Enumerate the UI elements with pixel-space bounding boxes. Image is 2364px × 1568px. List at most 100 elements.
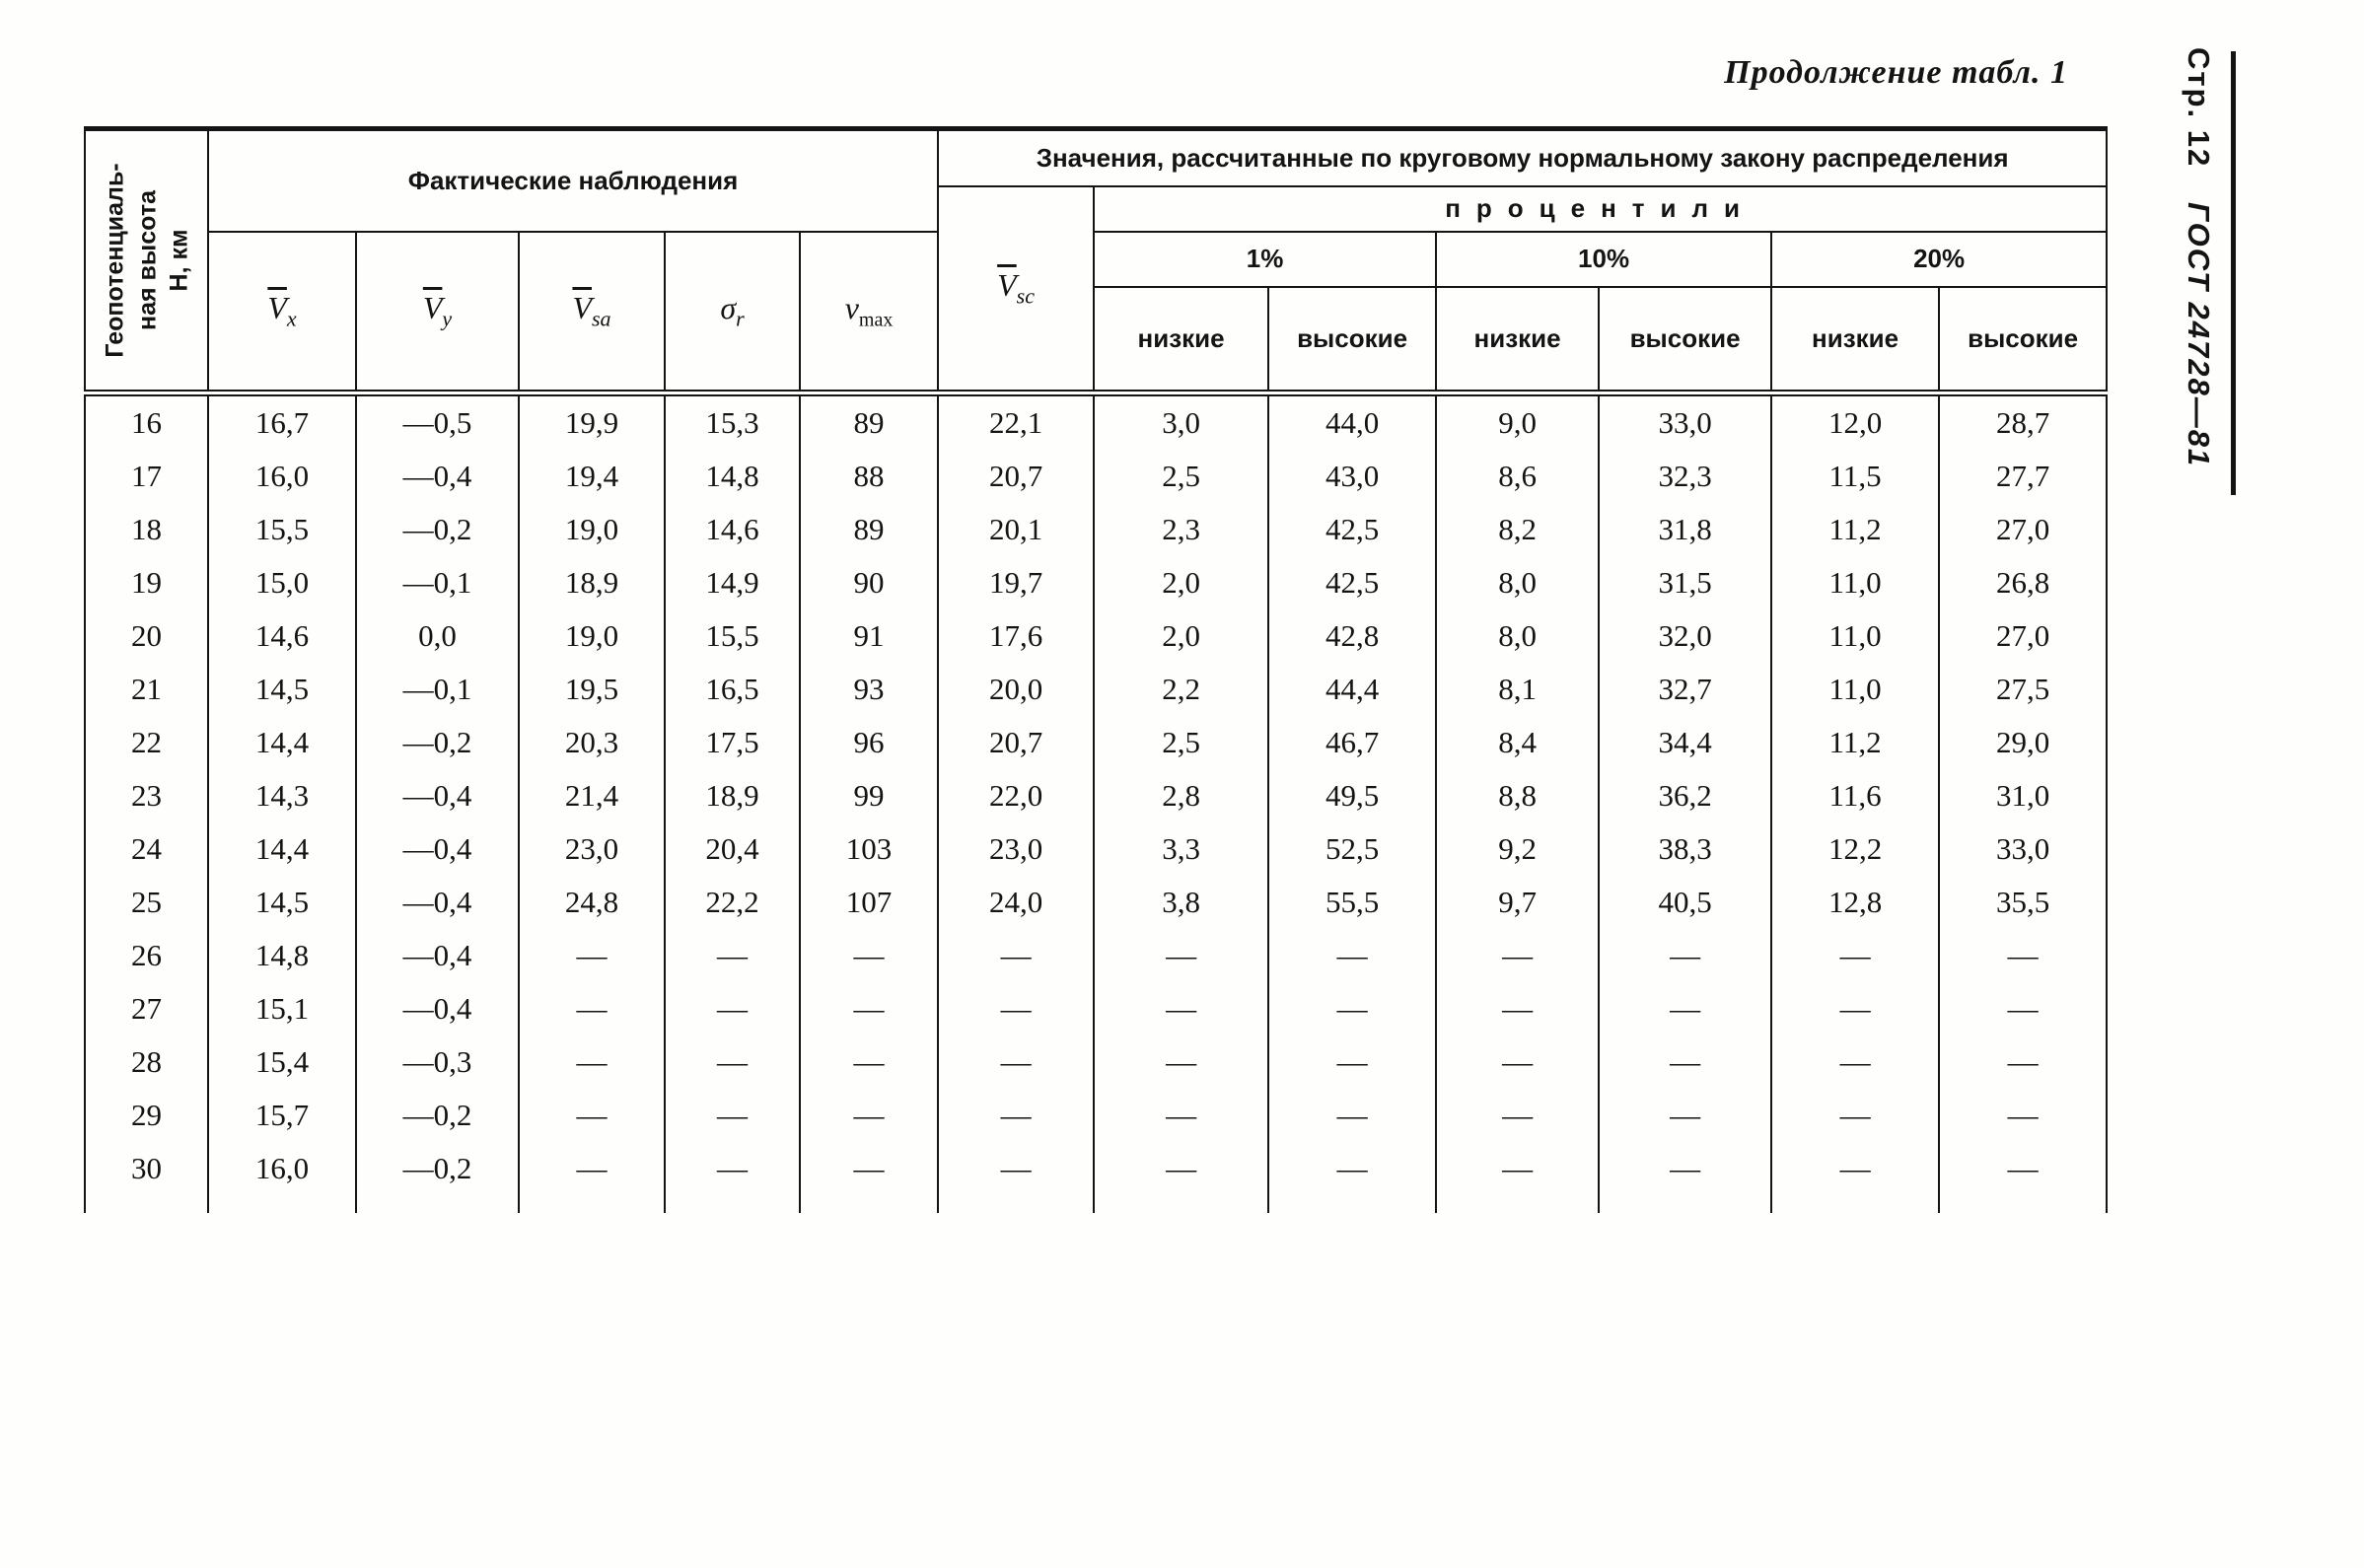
cell: 2,0	[1093, 609, 1270, 663]
cell: —	[798, 982, 940, 1035]
cell: 22,0	[937, 769, 1096, 822]
cell: 33,0	[1598, 392, 1773, 450]
cell: 90	[798, 556, 940, 609]
cell: 9,7	[1435, 876, 1601, 929]
stub-cell	[1093, 1195, 1270, 1213]
cell: 11,0	[1770, 663, 1941, 716]
cell: 14,9	[664, 556, 801, 609]
cell: 27,5	[1938, 663, 2109, 716]
cell: —	[1770, 1142, 1941, 1195]
cell: 88	[798, 450, 940, 503]
column-header-10pct-high: высокие	[1598, 285, 1773, 394]
stub-cell	[84, 1195, 209, 1213]
cell: 34,4	[1598, 716, 1773, 769]
table-bottom-stub	[84, 1195, 2109, 1213]
cell: —	[937, 982, 1096, 1035]
cell: 17,5	[664, 716, 801, 769]
column-group-percentile-10: 10%	[1435, 230, 1773, 288]
cell: 36,2	[1598, 769, 1773, 822]
cell: 15,7	[207, 1089, 357, 1142]
cell: 16,0	[207, 450, 357, 503]
cell: —	[1435, 1089, 1601, 1142]
cell: 24,0	[937, 876, 1096, 929]
cell: 93	[798, 663, 940, 716]
cell: 0,0	[355, 609, 520, 663]
cell: 38,3	[1598, 822, 1773, 876]
cell: 20,0	[937, 663, 1096, 716]
side-gost-number: ГОСТ 24728—81	[2182, 201, 2216, 468]
table-row: 30 16,0 —0,2— — — — — — — — — —	[84, 1142, 2109, 1195]
cell: 20,7	[937, 450, 1096, 503]
cell: 12,8	[1770, 876, 1941, 929]
cell: 32,7	[1598, 663, 1773, 716]
cell: 15,0	[207, 556, 357, 609]
cell: —0,4	[355, 876, 520, 929]
cell: 19,0	[518, 503, 666, 556]
cell: —	[1598, 1089, 1773, 1142]
cell: 8,0	[1435, 556, 1601, 609]
cell: 44,4	[1267, 663, 1438, 716]
stub-cell	[937, 1195, 1096, 1213]
cell: 32,3	[1598, 450, 1773, 503]
cell: —	[798, 1089, 940, 1142]
stub-cell	[1267, 1195, 1438, 1213]
row-geo-height: 28	[84, 1035, 209, 1089]
cell: —	[1938, 1035, 2109, 1089]
cell: 55,5	[1267, 876, 1438, 929]
cell: 32,0	[1598, 609, 1773, 663]
row-geo-height: 30	[84, 1142, 209, 1195]
column-header-vy: Vy	[355, 230, 520, 394]
cell: 19,0	[518, 609, 666, 663]
column-header-20pct-low: низкие	[1770, 285, 1941, 394]
cell: 8,4	[1435, 716, 1601, 769]
cell: —	[1598, 1035, 1773, 1089]
column-group-percentile-1: 1%	[1093, 230, 1438, 288]
cell: —	[1770, 1089, 1941, 1142]
cell: —	[1093, 1089, 1270, 1142]
row-geo-height: 16	[84, 392, 209, 450]
cell: 17,6	[937, 609, 1096, 663]
table-row: 27 15,1 —0,4— — — — — — — — — —	[84, 982, 2109, 1035]
cell: 21,4	[518, 769, 666, 822]
cell: 15,4	[207, 1035, 357, 1089]
cell: 8,0	[1435, 609, 1601, 663]
cell: 27,0	[1938, 503, 2109, 556]
cell: 91	[798, 609, 940, 663]
column-header-20pct-high: высокие	[1938, 285, 2109, 394]
column-group-percentile-20: 20%	[1770, 230, 2109, 288]
cell: 18,9	[518, 556, 666, 609]
cell: 96	[798, 716, 940, 769]
cell: —	[798, 1142, 940, 1195]
column-header-sigma-r: σr	[664, 230, 801, 394]
column-group-percentiles: процентили	[1093, 184, 2109, 233]
cell: 8,8	[1435, 769, 1601, 822]
cell: —0,3	[355, 1035, 520, 1089]
cell: —0,1	[355, 556, 520, 609]
row-geo-height: 22	[84, 716, 209, 769]
cell: —0,2	[355, 503, 520, 556]
cell: —	[798, 1035, 940, 1089]
side-page-number: Стр. 12	[2182, 47, 2216, 169]
table-row: 18 15,5 —0,2 19,0 14,6 89 20,1 2,3 42,5 8,2 31,8 11…	[84, 503, 2109, 556]
cell: 22,2	[664, 876, 801, 929]
cell: 16,5	[664, 663, 801, 716]
cell: —	[518, 1035, 666, 1089]
cell: 14,8	[664, 450, 801, 503]
stub-cell	[1770, 1195, 1941, 1213]
cell: —	[1938, 982, 2109, 1035]
cell: 3,8	[1093, 876, 1270, 929]
cell: 49,5	[1267, 769, 1438, 822]
stub-cell	[518, 1195, 666, 1213]
data-table: Геопотенциаль- ная высота Н, км Фактичес…	[84, 126, 2109, 1213]
cell: —	[1770, 982, 1941, 1035]
cell: 15,1	[207, 982, 357, 1035]
cell: 2,0	[1093, 556, 1270, 609]
cell: 44,0	[1267, 392, 1438, 450]
cell: 8,6	[1435, 450, 1601, 503]
row-geo-height: 18	[84, 503, 209, 556]
cell: 8,2	[1435, 503, 1601, 556]
cell: 9,0	[1435, 392, 1601, 450]
table-continuation-title: Продолжение табл. 1	[1724, 54, 2068, 91]
vmax-symbol: vmax	[844, 290, 894, 331]
